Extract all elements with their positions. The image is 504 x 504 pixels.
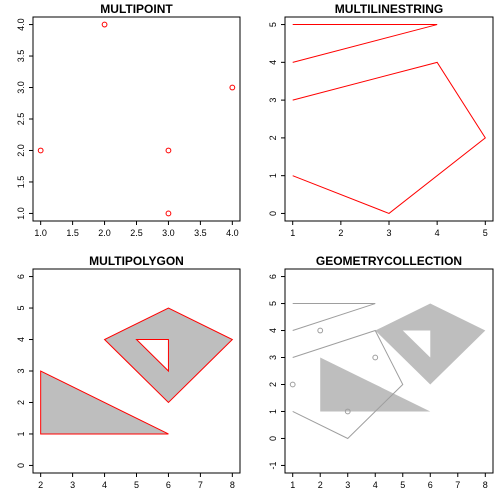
polygon-mark [375, 303, 486, 385]
y-tick-label: 4 [268, 328, 278, 333]
x-tick-label: 7 [455, 480, 460, 490]
point-mark [372, 354, 379, 361]
y-tick-label: 0 [268, 436, 278, 441]
x-tick-label: 4 [435, 228, 440, 238]
x-tick-label: 4 [102, 480, 107, 490]
y-tick-label: 2 [268, 135, 278, 140]
y-tick-label: 3 [16, 368, 26, 373]
point-mark [344, 408, 351, 415]
x-tick-label: 1 [290, 228, 295, 238]
line-mark [292, 329, 404, 440]
x-tick-label: 3 [345, 480, 350, 490]
x-tick-label: 7 [198, 480, 203, 490]
x-tick-label: 2 [318, 480, 323, 490]
y-tick-label: 5 [268, 301, 278, 306]
point-mark [37, 147, 44, 154]
y-tick-label: 3.5 [16, 50, 26, 63]
y-tick-label: 1.5 [16, 176, 26, 189]
point-mark [317, 327, 324, 334]
x-tick-label: 2 [38, 480, 43, 490]
x-tick-label: 3.5 [194, 228, 207, 238]
x-tick-label: 4.0 [226, 228, 239, 238]
y-tick-label: 5 [16, 306, 26, 311]
panel-multipoint: MULTIPOINT 1.0 1.5 2.0 2.5 3.0 3.5 4.0 1.0 1.5 2.0… [16, 2, 241, 238]
x-tick-label: 8 [230, 480, 235, 490]
y-tick-label: 6 [268, 274, 278, 279]
line-mark [292, 24, 438, 63]
x-tick-label: 6 [166, 480, 171, 490]
y-tick-label: 1 [268, 409, 278, 414]
x-tick-label: 5 [400, 480, 405, 490]
y-tick-label: 3 [268, 355, 278, 360]
point-mark [101, 21, 108, 28]
y-tick-label: 4.0 [16, 18, 26, 31]
y-tick-label: 2 [16, 400, 26, 405]
y-tick-label: 2 [268, 382, 278, 387]
y-tick-label: 3 [268, 98, 278, 103]
x-tick-label: 1 [290, 480, 295, 490]
x-tick-label: 6 [428, 480, 433, 490]
polygon-mark [40, 370, 169, 435]
point-mark [165, 147, 172, 154]
y-tick-label: 0 [16, 463, 26, 468]
plot-frame [284, 268, 494, 474]
x-tick-label: 3 [70, 480, 75, 490]
x-tick-label: 4 [373, 480, 378, 490]
x-tick-label: 1.0 [34, 228, 47, 238]
y-tick-label: 1.0 [16, 207, 26, 220]
panel-geometrycollection: GEOMETRYCOLLECTION 1 2 3 4 5 6 7 8 -1 0 1 2 3 4 5 6 [268, 254, 494, 490]
point-mark [289, 381, 296, 388]
polygon-mark [320, 357, 431, 412]
x-tick-label: 1.5 [66, 228, 79, 238]
panel-multipolygon: MULTIPOLYGON 2 3 4 5 6 7 8 0 1 2 3 4 5 6 [16, 254, 241, 490]
chart-title: GEOMETRYCOLLECTION [316, 254, 462, 268]
y-tick-label: 2.0 [16, 144, 26, 157]
x-tick-label: 2.0 [98, 228, 111, 238]
line-mark [292, 61, 486, 215]
y-tick-label: 1 [16, 431, 26, 436]
point-mark [229, 84, 236, 91]
chart-title: MULTIPOLYGON [89, 254, 184, 268]
panel-multilinestring: MULTILINESTRING 1 2 3 4 5 0 1 2 3 4 5 [268, 2, 494, 238]
x-tick-label: 2 [338, 228, 343, 238]
chart-title: MULTIPOINT [100, 2, 173, 16]
x-tick-label: 8 [483, 480, 488, 490]
x-tick-label: 3.0 [162, 228, 175, 238]
line-mark [292, 303, 376, 331]
x-tick-label: 2.5 [130, 228, 143, 238]
x-tick-label: 3 [386, 228, 391, 238]
y-tick-label: 1 [268, 173, 278, 178]
y-tick-label: 5 [268, 22, 278, 27]
polygon-mark [103, 307, 234, 404]
x-tick-label: 5 [134, 480, 139, 490]
point-mark [165, 210, 172, 217]
x-tick-label: 5 [483, 228, 488, 238]
y-tick-label: 2.5 [16, 113, 26, 126]
y-tick-label: 6 [16, 274, 26, 279]
y-tick-label: -1 [268, 461, 278, 469]
plot-frame [32, 16, 241, 222]
y-tick-label: 3.0 [16, 81, 26, 94]
y-tick-label: 4 [268, 60, 278, 65]
plot-frame [284, 16, 494, 222]
y-tick-label: 4 [16, 337, 26, 342]
y-tick-label: 0 [268, 211, 278, 216]
chart-title: MULTILINESTRING [335, 2, 443, 16]
